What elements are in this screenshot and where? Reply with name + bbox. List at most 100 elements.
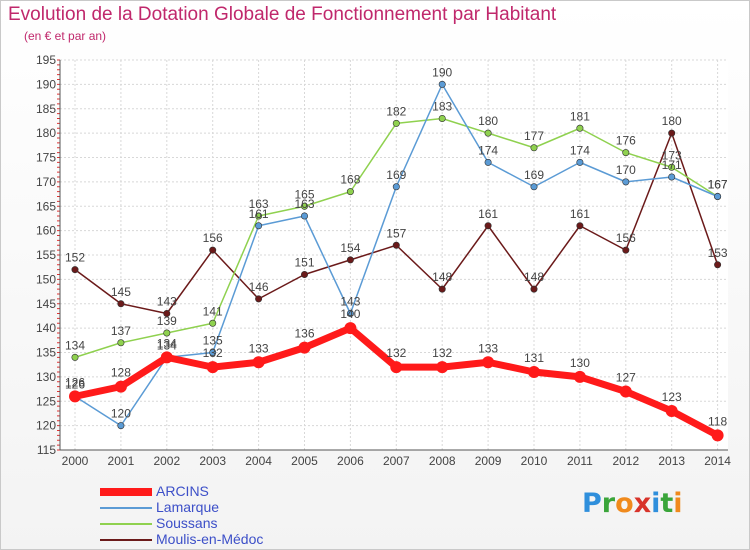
data-point bbox=[530, 183, 538, 191]
data-label: 145 bbox=[111, 285, 131, 299]
logo-letter: i bbox=[651, 488, 661, 519]
logo-letter: t bbox=[660, 488, 674, 519]
data-point bbox=[528, 366, 540, 378]
data-label: 169 bbox=[386, 168, 406, 182]
y-tick-label: 195 bbox=[36, 53, 56, 67]
data-label: 135 bbox=[203, 334, 223, 348]
data-point bbox=[576, 222, 584, 230]
y-tick-label: 145 bbox=[36, 297, 56, 311]
data-label: 174 bbox=[478, 143, 498, 157]
data-point bbox=[255, 295, 263, 303]
data-point bbox=[346, 309, 354, 317]
data-label: 171 bbox=[662, 158, 682, 172]
data-label: 163 bbox=[249, 197, 269, 211]
data-point bbox=[206, 361, 219, 374]
data-label: 140 bbox=[340, 307, 360, 321]
data-label: 148 bbox=[432, 270, 452, 284]
x-tick-label: 2004 bbox=[245, 454, 272, 468]
x-tick-label: 2000 bbox=[62, 454, 89, 468]
data-point bbox=[392, 241, 400, 249]
legend-swatch bbox=[100, 488, 152, 496]
data-label: 154 bbox=[340, 241, 360, 255]
data-point bbox=[390, 361, 403, 374]
data-point bbox=[576, 124, 584, 132]
data-label: 180 bbox=[662, 114, 682, 128]
data-label: 132 bbox=[386, 346, 406, 360]
logo-letter: r bbox=[601, 488, 616, 519]
data-label: 153 bbox=[708, 246, 728, 260]
data-label: 156 bbox=[203, 231, 223, 245]
data-point bbox=[619, 385, 632, 398]
data-label: 134 bbox=[65, 338, 85, 352]
data-point bbox=[300, 202, 308, 210]
x-tick-label: 2008 bbox=[429, 454, 456, 468]
data-point bbox=[117, 339, 125, 347]
data-label: 137 bbox=[111, 324, 131, 338]
data-label: 181 bbox=[570, 109, 590, 123]
y-tick-label: 125 bbox=[36, 394, 56, 408]
y-tick-label: 150 bbox=[36, 272, 56, 286]
data-label: 180 bbox=[478, 114, 498, 128]
data-point bbox=[714, 261, 722, 269]
data-label: 161 bbox=[478, 207, 498, 221]
data-label: 133 bbox=[249, 341, 269, 355]
data-label: 173 bbox=[662, 148, 682, 162]
data-label: 161 bbox=[249, 207, 269, 221]
y-tick-label: 130 bbox=[36, 370, 56, 384]
data-point bbox=[576, 158, 584, 166]
data-label: 131 bbox=[524, 351, 544, 365]
legend-label: ARCINS bbox=[156, 483, 209, 499]
data-point bbox=[530, 144, 538, 152]
data-point bbox=[71, 266, 79, 274]
y-tick-label: 170 bbox=[36, 175, 56, 189]
data-point bbox=[209, 348, 217, 356]
y-tick-label: 185 bbox=[36, 102, 56, 116]
y-tick-label: 120 bbox=[36, 419, 56, 433]
data-point bbox=[300, 212, 308, 220]
data-label: 139 bbox=[157, 314, 177, 328]
x-tick-label: 2012 bbox=[612, 454, 639, 468]
legend-label: Soussans bbox=[156, 515, 218, 531]
data-label: 156 bbox=[616, 231, 636, 245]
proxiti-logo: Proxiti bbox=[582, 488, 683, 519]
y-tick-label: 155 bbox=[36, 248, 56, 262]
data-label: 169 bbox=[524, 168, 544, 182]
data-point bbox=[209, 246, 217, 254]
data-label: 165 bbox=[294, 187, 314, 201]
data-label: 146 bbox=[249, 280, 269, 294]
data-label: 157 bbox=[386, 226, 406, 240]
data-label: 151 bbox=[294, 256, 314, 270]
data-label: 134 bbox=[157, 336, 177, 350]
data-label: 143 bbox=[157, 295, 177, 309]
data-point bbox=[484, 129, 492, 137]
data-point bbox=[438, 80, 446, 88]
data-point bbox=[255, 212, 263, 220]
y-tick-label: 115 bbox=[37, 443, 56, 457]
data-label: 128 bbox=[111, 366, 131, 380]
data-label: 136 bbox=[294, 327, 314, 341]
x-tick-label: 2006 bbox=[337, 454, 364, 468]
data-label: 127 bbox=[616, 371, 636, 385]
logo-letter: P bbox=[582, 488, 602, 519]
data-point bbox=[711, 429, 724, 442]
data-label: 120 bbox=[111, 407, 131, 421]
x-tick-label: 2007 bbox=[383, 454, 410, 468]
data-label: 118 bbox=[708, 414, 727, 428]
data-label: 168 bbox=[340, 173, 360, 187]
data-point bbox=[665, 405, 678, 417]
data-point bbox=[117, 422, 125, 430]
data-label: 133 bbox=[478, 341, 498, 355]
y-tick-label: 180 bbox=[36, 126, 56, 140]
data-point bbox=[714, 193, 722, 201]
data-point bbox=[668, 163, 676, 171]
data-point bbox=[392, 119, 400, 127]
data-point bbox=[573, 370, 586, 383]
data-label: 167 bbox=[708, 178, 728, 192]
data-point bbox=[484, 222, 492, 230]
data-label: 148 bbox=[524, 270, 544, 284]
chart-subtitle: (en € et par an) bbox=[24, 29, 107, 43]
data-label: 130 bbox=[570, 356, 590, 370]
logo-letter: x bbox=[633, 488, 652, 519]
data-label: 176 bbox=[616, 134, 636, 148]
